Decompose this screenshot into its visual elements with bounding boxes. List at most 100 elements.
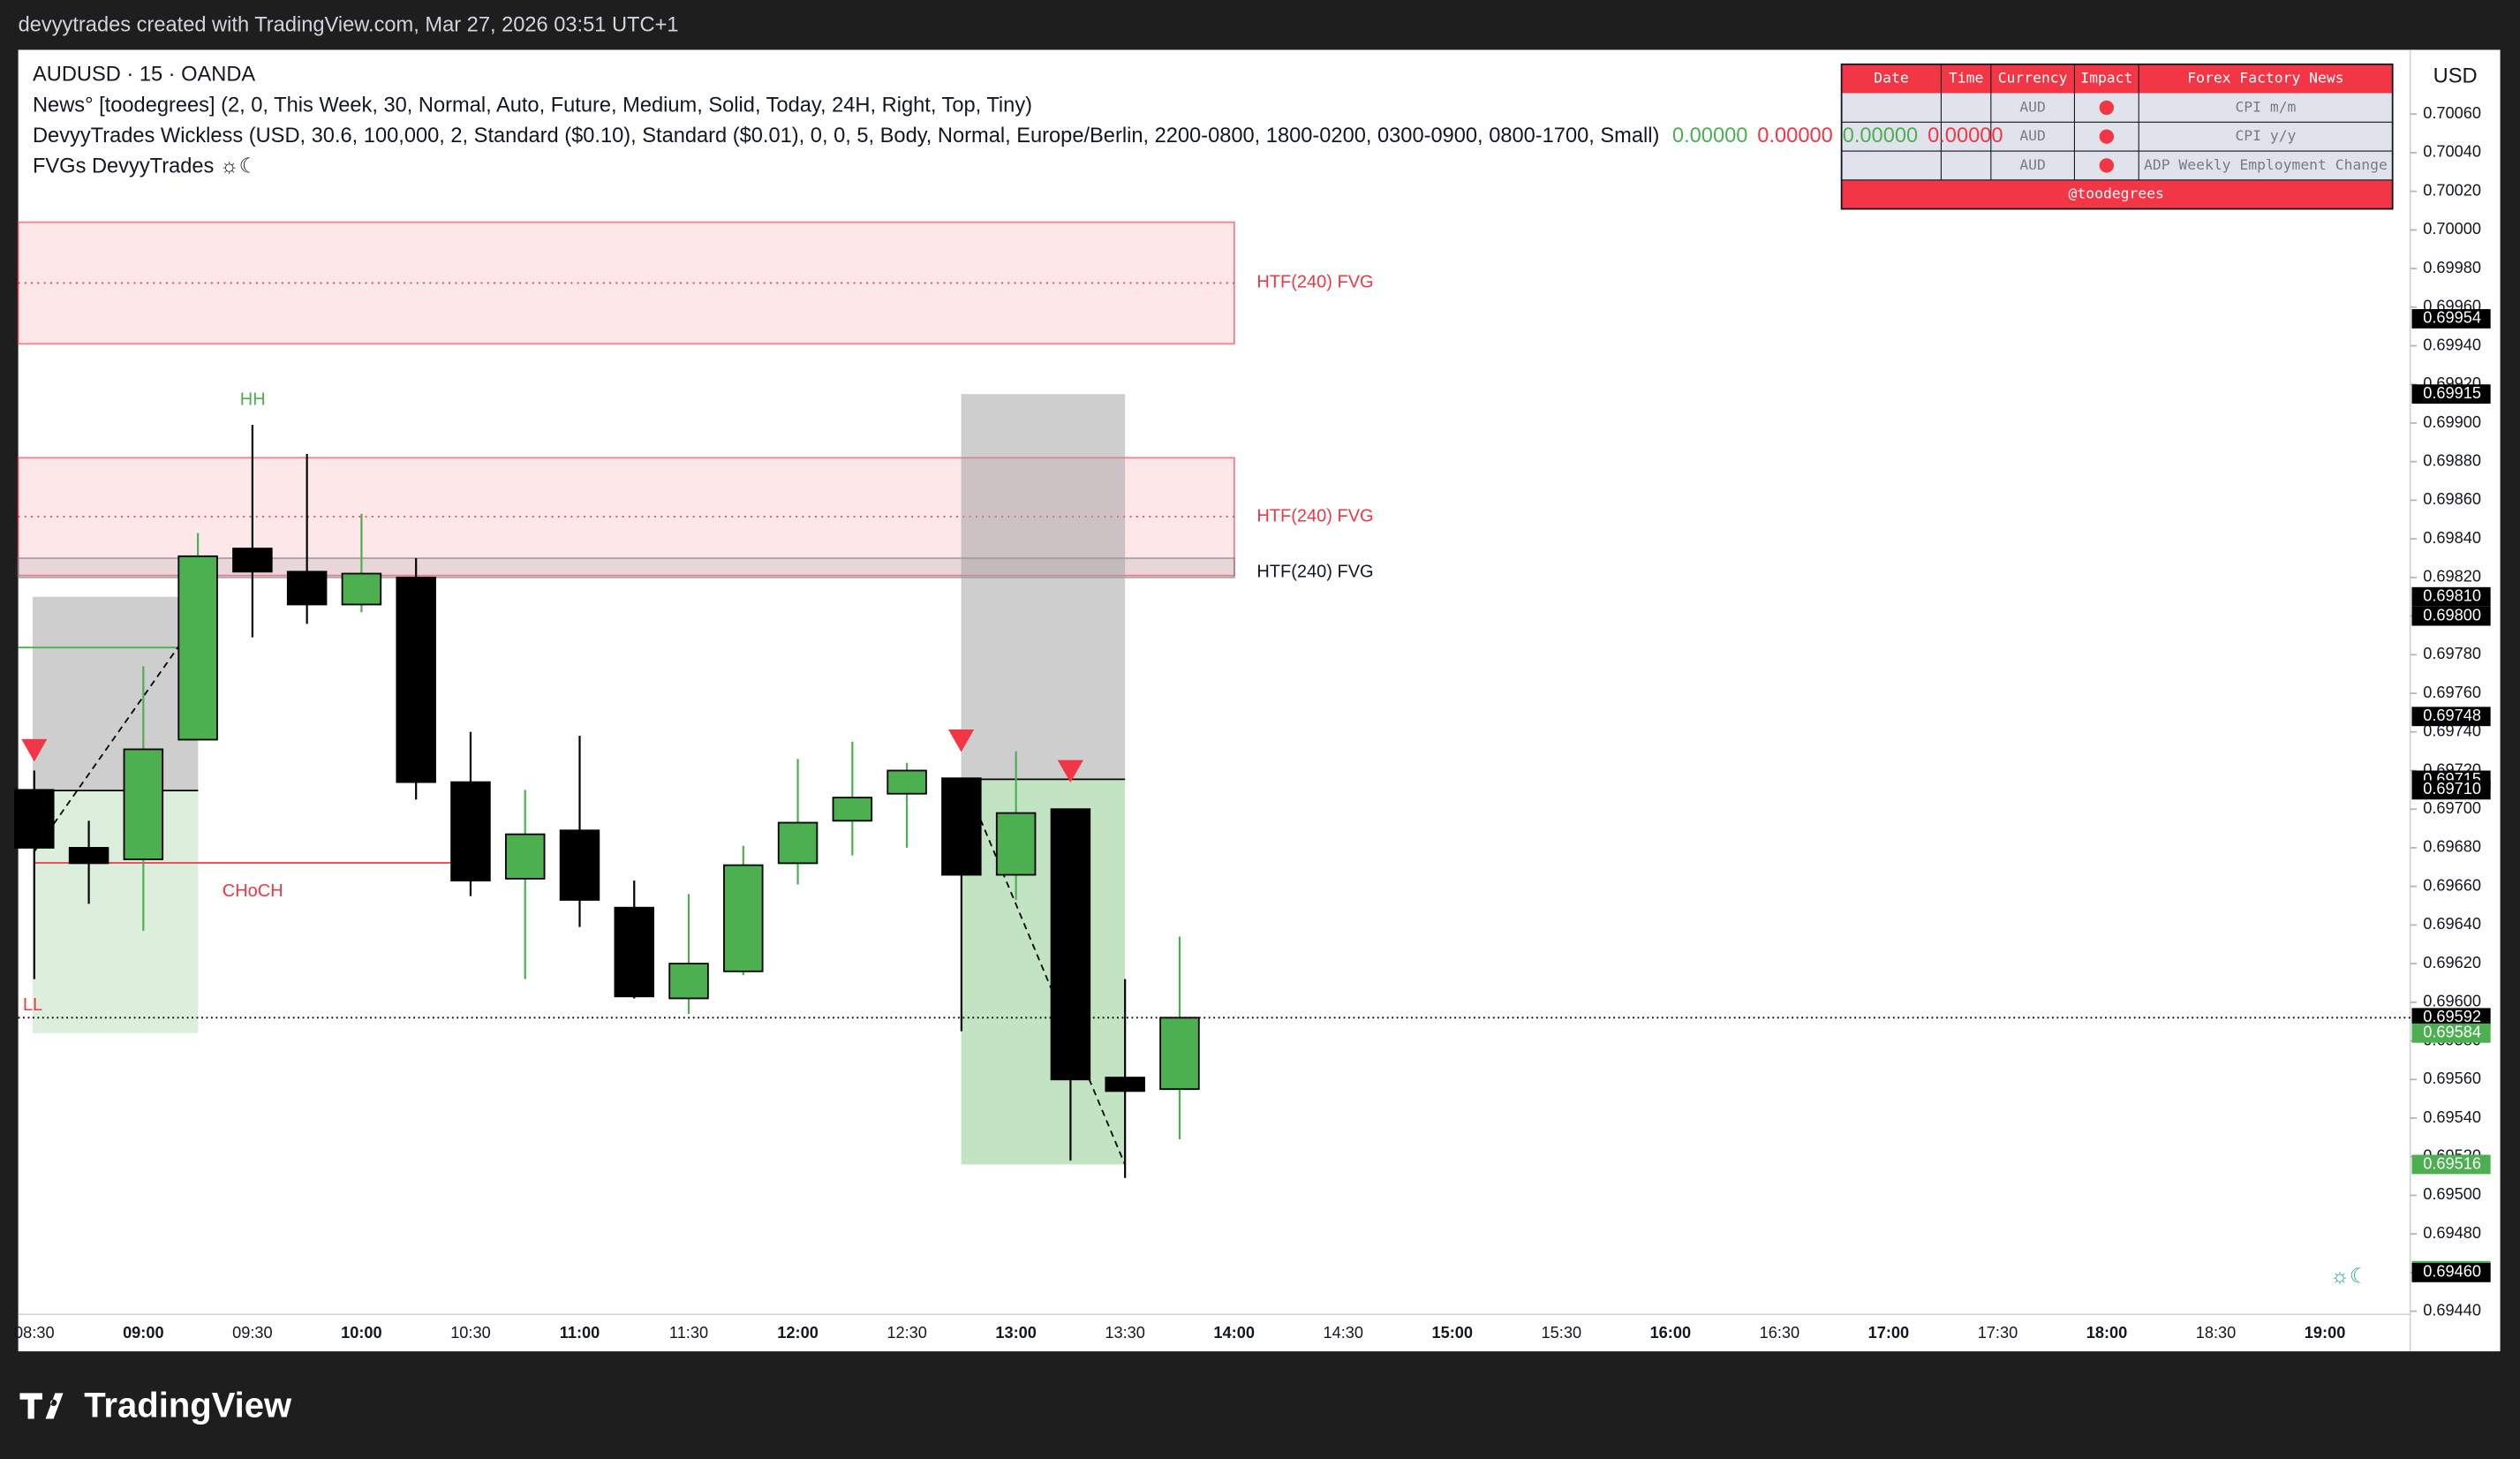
- price-label-bg: [2411, 780, 2491, 800]
- logo-mark: [19, 1393, 64, 1419]
- path-line: [979, 819, 1127, 1166]
- table-event: ADP Weekly Employment Change: [2144, 156, 2388, 173]
- candle-body: [286, 571, 328, 606]
- y-tick-label: 0.70060: [2423, 104, 2481, 122]
- table-header: Time: [1949, 70, 1983, 87]
- price-label-bg: [2411, 308, 2491, 329]
- table-header: Impact: [2080, 70, 2132, 87]
- price-label: 0.69592: [2423, 1008, 2481, 1025]
- x-tick-label: 09:00: [123, 1324, 164, 1342]
- x-tick-label: 17:00: [1868, 1324, 1910, 1342]
- x-tick-label: 19:00: [2305, 1324, 2346, 1342]
- annotation: HH: [240, 389, 266, 409]
- indicator-icon: ☼☾: [2330, 1266, 2368, 1289]
- x-tick-label: 12:30: [887, 1324, 927, 1342]
- x-tick-label: 13:30: [1105, 1324, 1145, 1342]
- candle-body: [668, 963, 709, 1000]
- price-label: 0.69584: [2423, 1024, 2481, 1041]
- candle-body: [450, 781, 491, 882]
- currency: USD: [2433, 65, 2478, 88]
- y-tick-label: 0.70020: [2423, 181, 2481, 199]
- table-footer-bg: [1841, 179, 2393, 209]
- x-tick-label: 08:30: [14, 1324, 55, 1342]
- price-label-bg: [2411, 707, 2491, 727]
- legend-value: 0.00000: [1757, 125, 1832, 147]
- signal-marker: [948, 730, 975, 752]
- table-header: Date: [1874, 70, 1908, 87]
- price-label: 0.69460: [2423, 1263, 2481, 1281]
- logo: TradingView: [19, 1386, 292, 1425]
- candle-body: [504, 833, 546, 880]
- candle-body: [123, 748, 164, 860]
- y-tick-label: 0.69560: [2423, 1070, 2481, 1087]
- y-tick-label: 0.69600: [2423, 993, 2481, 1010]
- price-label: 0.69915: [2423, 384, 2481, 402]
- signal-marker: [1057, 760, 1083, 783]
- x-tick-label: 18:30: [2196, 1324, 2237, 1342]
- price-label: 0.69800: [2423, 606, 2481, 624]
- table-event: CPI y/y: [2235, 127, 2296, 144]
- legend-news: News° [toodegrees] (2, 0, This Week, 30,…: [33, 94, 1032, 117]
- y-tick-label: 0.69880: [2423, 452, 2481, 470]
- fvg-label: HTF(240) FVG: [1256, 563, 1373, 582]
- price-label-bg: [2411, 586, 2491, 607]
- y-tick-label: 0.69540: [2423, 1108, 2481, 1126]
- price-label: 0.69710: [2423, 780, 2481, 798]
- position-box: [32, 790, 199, 1033]
- y-tick-label: 0.69860: [2423, 490, 2481, 508]
- x-tick-label: 14:30: [1323, 1324, 1363, 1342]
- price-label-bg: [2411, 606, 2491, 626]
- y-tick-label: 0.69660: [2423, 876, 2481, 894]
- y-tick-label: 0.70000: [2423, 220, 2481, 238]
- candle-body: [941, 777, 982, 876]
- y-tick-label: 0.69780: [2423, 645, 2481, 662]
- y-tick-label: 0.69640: [2423, 915, 2481, 933]
- path-line: [34, 617, 200, 852]
- annotation: CHoCH: [223, 881, 283, 901]
- x-tick-label: 15:30: [1542, 1324, 1582, 1342]
- x-tick-label: 10:00: [341, 1324, 382, 1342]
- news-table: Date Time Currency Impact Forex Factory News…: [1840, 63, 2394, 210]
- price-label-bg: [2411, 1023, 2491, 1043]
- price-label: 0.69516: [2423, 1154, 2481, 1172]
- table-event: CPI m/m: [2235, 98, 2296, 115]
- candle-body: [341, 572, 382, 606]
- y-tick-label: 0.69840: [2423, 529, 2481, 547]
- y-tick-label: 0.69740: [2423, 722, 2481, 740]
- x-tick-label: 14:00: [1213, 1324, 1255, 1342]
- table-header: Forex Factory News: [2187, 70, 2343, 87]
- fvg-label: HTF(240) FVG: [1256, 273, 1373, 292]
- y-tick-label: 0.69500: [2423, 1185, 2481, 1203]
- candle-body: [1159, 1017, 1200, 1091]
- candle-body: [1105, 1077, 1145, 1092]
- table-currency: AUD: [2019, 98, 2046, 115]
- table-body-bg: [1841, 93, 2393, 180]
- table-currency: AUD: [2019, 156, 2046, 173]
- price-label-bg: [2411, 384, 2491, 404]
- annotation: LL: [23, 995, 42, 1015]
- legend-value: 0.00000: [1843, 125, 1918, 147]
- candle-body: [1050, 808, 1091, 1081]
- candle-body: [559, 829, 600, 901]
- y-tick-label: 0.69480: [2423, 1224, 2481, 1242]
- legend-value: 0.00000: [1672, 125, 1747, 147]
- x-tick-label: 17:30: [1978, 1324, 2018, 1342]
- table-header: Currency: [1998, 70, 2068, 87]
- x-tick-label: 12:00: [777, 1324, 819, 1342]
- price-label: 0.69954: [2423, 309, 2481, 327]
- brand: TradingView: [84, 1386, 292, 1425]
- candle-body: [232, 548, 273, 573]
- table-border: [1840, 63, 2394, 210]
- y-tick-label: 0.69980: [2423, 259, 2481, 276]
- position-box: [32, 596, 199, 790]
- table-header-bg: [1841, 64, 2393, 94]
- y-tick-label: 0.69820: [2423, 568, 2481, 586]
- candle-body: [995, 812, 1037, 876]
- impact-dot: [2099, 158, 2115, 173]
- x-tick-label: 11:30: [669, 1324, 708, 1342]
- legend-fvgs: FVGs DevyyTrades ☼☾: [33, 155, 258, 178]
- header: devyytrades created with TradingView.com…: [19, 13, 679, 36]
- y-tick-label: 0.70040: [2423, 143, 2481, 161]
- y-tick-label: 0.69680: [2423, 838, 2481, 856]
